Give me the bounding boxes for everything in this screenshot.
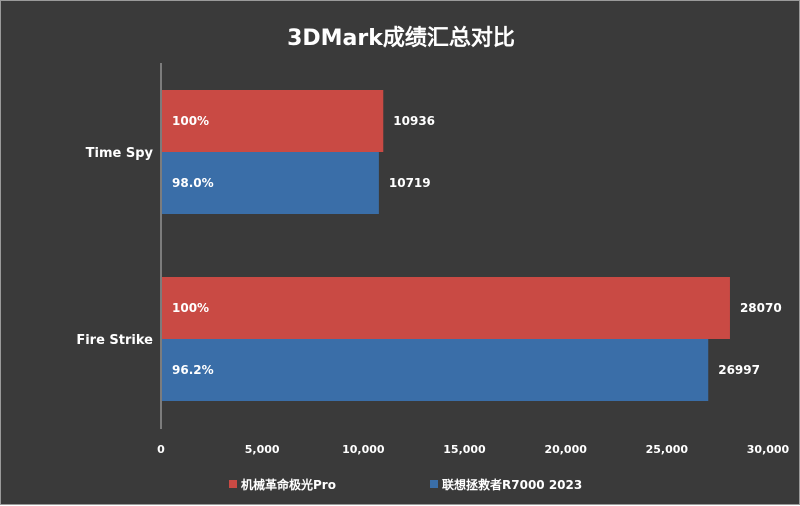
bar-value-label: 10719 (389, 176, 431, 190)
bar-time-spy-series-2 (162, 152, 379, 214)
bar-value-label: 10936 (393, 114, 435, 128)
bar-percent-label: 100% (172, 301, 209, 315)
category-label-fire-strike: Fire Strike (76, 333, 153, 348)
category-label-time-spy: Time Spy (86, 146, 154, 161)
x-axis-ticks: 0 5,000 10,000 15,000 20,000 25,000 30,000 (157, 443, 789, 456)
x-tick-label: 15,000 (443, 443, 486, 456)
x-tick-label: 30,000 (747, 443, 790, 456)
legend-label-series-1: 机械革命极光Pro (241, 477, 336, 492)
legend-label-series-2: 联想拯救者R7000 2023 (442, 477, 582, 492)
legend-swatch-series-1 (229, 480, 237, 488)
bar-value-label: 26997 (718, 363, 760, 377)
bars-group: 100% 10936 98.0% 10719 100% 28070 96.2% 26997 (162, 90, 782, 401)
x-tick-label: 20,000 (544, 443, 587, 456)
x-tick-label: 25,000 (646, 443, 689, 456)
legend-swatch-series-2 (430, 480, 438, 488)
bar-percent-label: 100% (172, 114, 209, 128)
bar-fire-strike-series-2 (162, 339, 709, 401)
chart-title: 3DMark成绩汇总对比 (287, 25, 515, 51)
x-tick-label: 10,000 (342, 443, 385, 456)
bar-value-label: 28070 (740, 301, 782, 315)
bar-time-spy-series-1 (162, 90, 384, 152)
x-tick-label: 0 (157, 443, 165, 456)
bar-fire-strike-series-1 (162, 277, 730, 339)
bar-percent-label: 96.2% (172, 363, 214, 377)
category-labels: Time Spy Fire Strike (76, 146, 153, 348)
x-tick-label: 5,000 (245, 443, 280, 456)
bar-percent-label: 98.0% (172, 176, 214, 190)
legend: 机械革命极光Pro 联想拯救者R7000 2023 (229, 477, 582, 492)
